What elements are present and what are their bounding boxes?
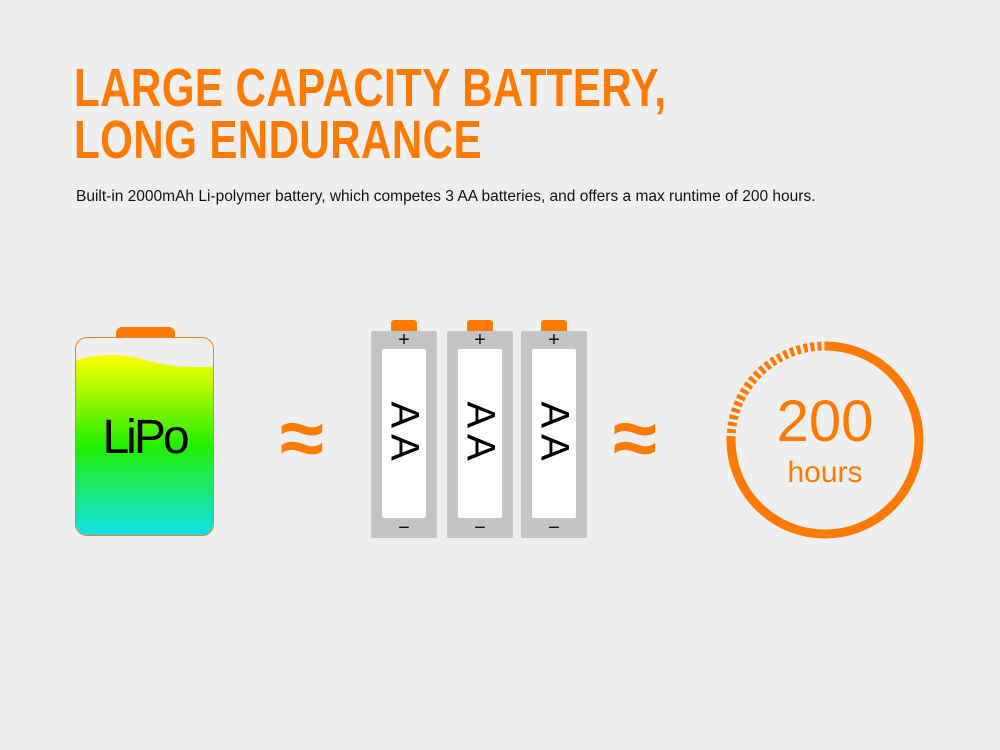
aa-battery: + AA − bbox=[371, 320, 437, 539]
lipo-fill bbox=[76, 355, 213, 535]
headline-line-2: LONG ENDURANCE bbox=[74, 110, 482, 170]
lipo-battery-terminal bbox=[116, 327, 175, 338]
runtime-ring-solid bbox=[726, 341, 924, 539]
runtime-value: 200 bbox=[776, 389, 874, 454]
headline: LARGE CAPACITY BATTERY, LONG ENDURANCE bbox=[74, 58, 667, 170]
headline-line-1: LARGE CAPACITY BATTERY, bbox=[74, 58, 667, 118]
approx-symbol: ≈ bbox=[280, 393, 324, 482]
plus-sign: + bbox=[474, 329, 486, 351]
aa-battery: + AA − bbox=[447, 320, 513, 539]
approx-symbol: ≈ bbox=[613, 393, 657, 482]
aa-label: AA bbox=[382, 400, 427, 467]
plus-sign: + bbox=[548, 329, 560, 351]
runtime-ring bbox=[726, 341, 924, 539]
aa-terminal bbox=[391, 320, 417, 331]
aa-battery: + AA − bbox=[521, 320, 587, 539]
description: Built-in 2000mAh Li-polymer battery, whi… bbox=[76, 188, 816, 205]
minus-sign: − bbox=[548, 517, 560, 539]
lipo-battery-icon: LiPo bbox=[75, 337, 214, 536]
lipo-label: LiPo bbox=[102, 411, 189, 464]
plus-sign: + bbox=[398, 329, 410, 351]
aa-label: AA bbox=[458, 400, 503, 467]
runtime-ring-dashed bbox=[726, 341, 826, 441]
aa-label-area: AA bbox=[382, 349, 427, 518]
aa-label-area: AA bbox=[532, 349, 577, 518]
minus-sign: − bbox=[398, 517, 410, 539]
aa-label-area: AA bbox=[458, 349, 503, 518]
aa-terminal bbox=[541, 320, 567, 331]
aa-label: AA bbox=[532, 400, 577, 467]
runtime-unit: hours bbox=[787, 456, 863, 489]
minus-sign: − bbox=[474, 517, 486, 539]
aa-terminal bbox=[467, 320, 493, 331]
